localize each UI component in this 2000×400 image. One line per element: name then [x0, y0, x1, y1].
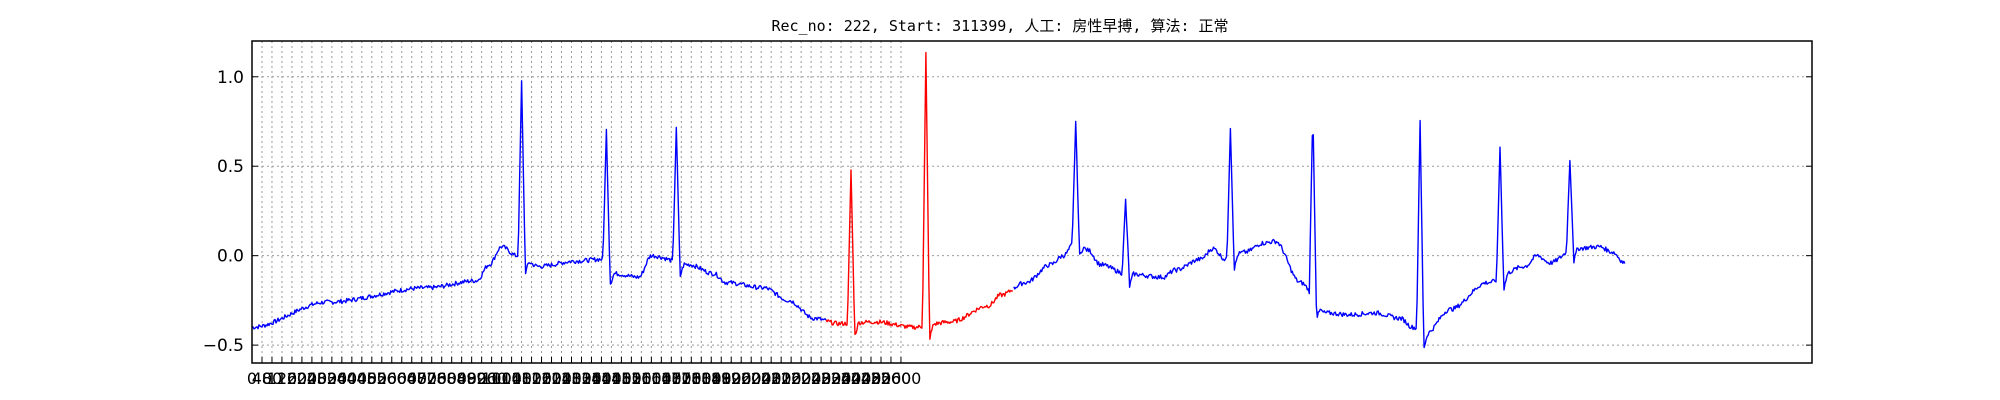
- x-tick-label: 840: [446, 369, 477, 388]
- x-tick-label: 1800: [681, 369, 722, 388]
- x-tick-label: 1680: [651, 369, 692, 388]
- x-tick-label: 2080: [751, 369, 792, 388]
- x-tick-label: 1080: [501, 369, 542, 388]
- x-tick-label: 240: [297, 369, 328, 388]
- x-tick-label: 1960: [721, 369, 762, 388]
- x-tick-label: 2480: [851, 369, 892, 388]
- x-tick-label: 920: [466, 369, 497, 388]
- x-tick-label: 2320: [811, 369, 852, 388]
- x-tick-label: 360: [327, 369, 358, 388]
- x-tick-label: 1240: [541, 369, 582, 388]
- x-tick-label: 440: [347, 369, 378, 388]
- x-tick-label: 1720: [661, 369, 702, 388]
- x-tick-label: 480: [357, 369, 388, 388]
- x-tick-label: 880: [456, 369, 487, 388]
- x-tick-label: 1440: [591, 369, 632, 388]
- x-tick-label: 1840: [691, 369, 732, 388]
- x-tick-label: 2600: [881, 369, 922, 388]
- x-tick-label: 800: [436, 369, 467, 388]
- x-tick-label: 0: [247, 369, 257, 388]
- x-tick-label: 2280: [801, 369, 842, 388]
- x-tick-label: 2040: [741, 369, 782, 388]
- x-tick-label: 1360: [571, 369, 612, 388]
- x-tick-label: 1000: [481, 369, 522, 388]
- x-tick-label: 160: [277, 369, 308, 388]
- x-tick-label: 1280: [551, 369, 592, 388]
- y-tick-label: 1.0: [217, 68, 244, 88]
- x-tick-label: 2520: [861, 369, 902, 388]
- ecg-series-normal-before: [251, 80, 827, 330]
- x-tick-label: 2000: [731, 369, 772, 388]
- x-tick-label: 520: [367, 369, 398, 388]
- x-tick-label: 1560: [621, 369, 662, 388]
- x-tick-label: 120: [267, 369, 298, 388]
- x-tick-label: 320: [317, 369, 348, 388]
- x-axis-ticks: 0408012016020024028032036040044048052056…: [247, 357, 921, 388]
- x-tick-label: 600: [386, 369, 417, 388]
- x-tick-label: 680: [406, 369, 437, 388]
- x-tick-label: 400: [337, 369, 368, 388]
- x-tick-label: 1520: [611, 369, 652, 388]
- chart-title: Rec_no: 222, Start: 311399, 人工: 房性早搏, 算法…: [771, 17, 1228, 35]
- x-tick-label: 200: [287, 369, 318, 388]
- x-tick-label: 2400: [831, 369, 872, 388]
- x-tick-label: 960: [476, 369, 507, 388]
- x-tick-label: 2160: [771, 369, 812, 388]
- x-tick-label: 1760: [671, 369, 712, 388]
- x-tick-label: 1480: [601, 369, 642, 388]
- ecg-signal: [251, 51, 1626, 349]
- x-tick-label: 640: [396, 369, 427, 388]
- x-tick-label: 2560: [871, 369, 912, 388]
- y-tick-label: 0.5: [217, 157, 244, 177]
- x-tick-label: 2240: [791, 369, 832, 388]
- x-tick-label: 1920: [711, 369, 752, 388]
- x-tick-label: 2200: [781, 369, 822, 388]
- y-axis-ticks: −0.5 0.0 0.5 1.0: [203, 68, 1812, 356]
- x-tick-label: 1600: [631, 369, 672, 388]
- y-tick-label: −0.5: [203, 336, 244, 356]
- plot-area-frame: [251, 40, 1813, 364]
- grid-lines: [251, 41, 1812, 363]
- x-tick-label: 1400: [581, 369, 622, 388]
- x-tick-label: 280: [307, 369, 338, 388]
- x-tick-label: 80: [262, 369, 282, 388]
- x-tick-label: 40: [252, 369, 272, 388]
- x-tick-label: 1200: [531, 369, 572, 388]
- y-tick-label: 0.0: [217, 247, 244, 267]
- x-tick-label: 1320: [561, 369, 602, 388]
- x-tick-label: 2360: [821, 369, 862, 388]
- ecg-series-highlight: [825, 51, 1013, 340]
- x-tick-label: 760: [426, 369, 457, 388]
- x-tick-label: 720: [416, 369, 447, 388]
- x-tick-label: 1040: [491, 369, 532, 388]
- x-tick-label: 1880: [701, 369, 742, 388]
- x-tick-label: 2120: [761, 369, 802, 388]
- x-tick-label: 1120: [511, 369, 552, 388]
- x-tick-label: 2440: [841, 369, 882, 388]
- ecg-series-normal-after: [1013, 119, 1626, 349]
- x-tick-label: 560: [377, 369, 408, 388]
- x-tick-label: 1160: [521, 369, 562, 388]
- x-tick-label: 1640: [641, 369, 682, 388]
